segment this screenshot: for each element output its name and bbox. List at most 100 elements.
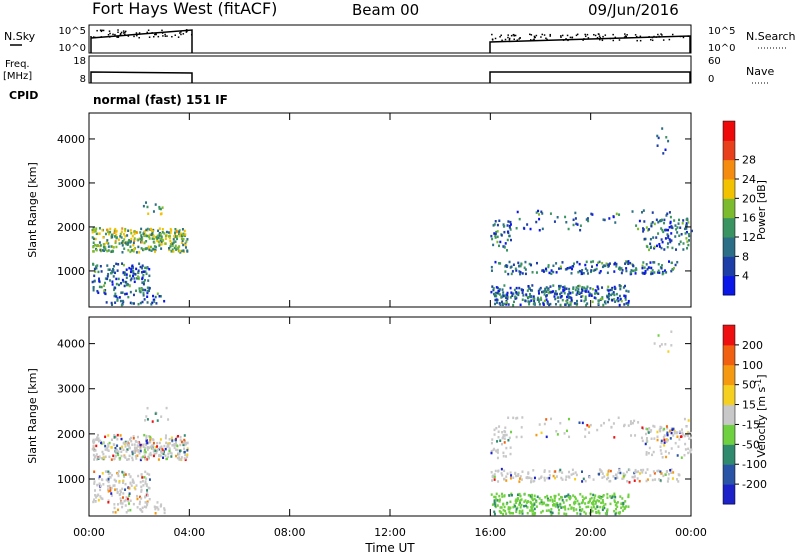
data-cell xyxy=(128,473,131,476)
data-cell xyxy=(154,203,157,206)
data-cell xyxy=(115,236,118,239)
noise-dot xyxy=(108,30,111,32)
data-cell xyxy=(94,270,97,273)
data-cell xyxy=(121,291,124,294)
noise-dot xyxy=(185,31,188,33)
data-cell xyxy=(503,230,506,234)
colorbar-tick-label: 15 xyxy=(742,399,756,412)
data-cell xyxy=(145,234,148,238)
data-cell xyxy=(149,435,152,439)
data-cell xyxy=(642,209,645,212)
data-cell xyxy=(599,496,602,500)
data-cell xyxy=(568,287,571,291)
data-cell xyxy=(564,508,567,511)
y-tick-label: 4000 xyxy=(57,338,85,351)
data-cell xyxy=(616,501,619,504)
data-cell xyxy=(544,288,547,291)
data-cell xyxy=(143,230,146,233)
data-cell xyxy=(674,441,677,445)
data-cell xyxy=(494,504,497,507)
data-cell xyxy=(616,476,619,479)
data-cell xyxy=(674,224,677,227)
data-cell xyxy=(144,419,147,422)
data-cell xyxy=(519,494,522,498)
data-cell xyxy=(607,468,610,472)
data-cell xyxy=(653,437,656,440)
data-cell xyxy=(498,288,501,291)
data-cell xyxy=(91,230,94,234)
data-cell xyxy=(533,512,536,516)
data-cell xyxy=(134,454,137,458)
data-cell xyxy=(509,266,512,269)
noise-dot xyxy=(124,33,126,36)
noise-dot xyxy=(147,29,150,31)
data-cell xyxy=(490,470,493,474)
noise-dot xyxy=(508,39,511,41)
data-cell xyxy=(563,505,566,509)
data-cell xyxy=(674,263,677,267)
data-cell xyxy=(107,434,110,437)
data-cell xyxy=(96,483,99,487)
data-cell xyxy=(590,509,593,512)
data-cell xyxy=(497,470,500,473)
data-cell xyxy=(639,472,642,475)
colorbar-tick-label: -50 xyxy=(742,438,760,451)
data-cell xyxy=(669,221,672,225)
data-cell xyxy=(618,213,621,216)
velocity-data-cells xyxy=(91,330,693,516)
data-cell xyxy=(512,512,515,515)
noise-dot xyxy=(679,35,682,38)
data-cell xyxy=(163,508,166,512)
data-cell xyxy=(503,246,506,249)
data-cell xyxy=(148,473,151,476)
data-cell xyxy=(589,270,592,274)
data-cell xyxy=(104,435,107,439)
data-cell xyxy=(115,295,118,298)
data-cell xyxy=(669,468,672,472)
data-cell xyxy=(102,245,105,249)
noise-dot xyxy=(186,29,189,32)
noise-dot xyxy=(530,39,532,41)
data-cell xyxy=(566,301,569,305)
noise-dot xyxy=(535,34,538,37)
data-cell xyxy=(526,511,529,515)
data-cell xyxy=(684,448,687,451)
data-cell xyxy=(516,499,519,502)
data-cell xyxy=(670,261,673,265)
data-cell xyxy=(678,234,681,238)
data-cell xyxy=(509,452,512,456)
data-cell xyxy=(502,512,505,516)
data-cell xyxy=(121,470,124,474)
data-cell xyxy=(498,219,501,222)
data-cell xyxy=(128,438,131,441)
data-cell xyxy=(538,300,541,303)
data-cell xyxy=(528,476,531,480)
data-cell xyxy=(553,504,556,507)
noise-dot xyxy=(668,38,671,41)
data-cell xyxy=(493,294,496,298)
data-cell xyxy=(141,266,144,270)
data-cell xyxy=(624,262,627,265)
data-cell xyxy=(184,458,187,462)
data-cell xyxy=(118,458,121,461)
data-cell xyxy=(497,289,500,293)
data-cell xyxy=(601,296,604,299)
data-cell xyxy=(552,474,555,478)
y-tick-label: 4000 xyxy=(57,133,85,146)
data-cell xyxy=(533,497,536,501)
data-cell xyxy=(684,434,687,437)
data-cell xyxy=(167,418,170,421)
data-cell xyxy=(111,283,114,286)
data-cell xyxy=(529,495,532,498)
data-cell xyxy=(596,428,599,432)
data-cell xyxy=(621,497,624,500)
data-cell xyxy=(152,248,155,251)
data-cell xyxy=(549,302,552,306)
data-cell xyxy=(92,445,95,448)
data-cell xyxy=(574,477,577,481)
data-cell xyxy=(139,237,142,241)
data-cell xyxy=(547,503,550,507)
data-cell xyxy=(545,269,548,272)
data-cell xyxy=(561,471,564,474)
data-cell xyxy=(148,237,151,240)
